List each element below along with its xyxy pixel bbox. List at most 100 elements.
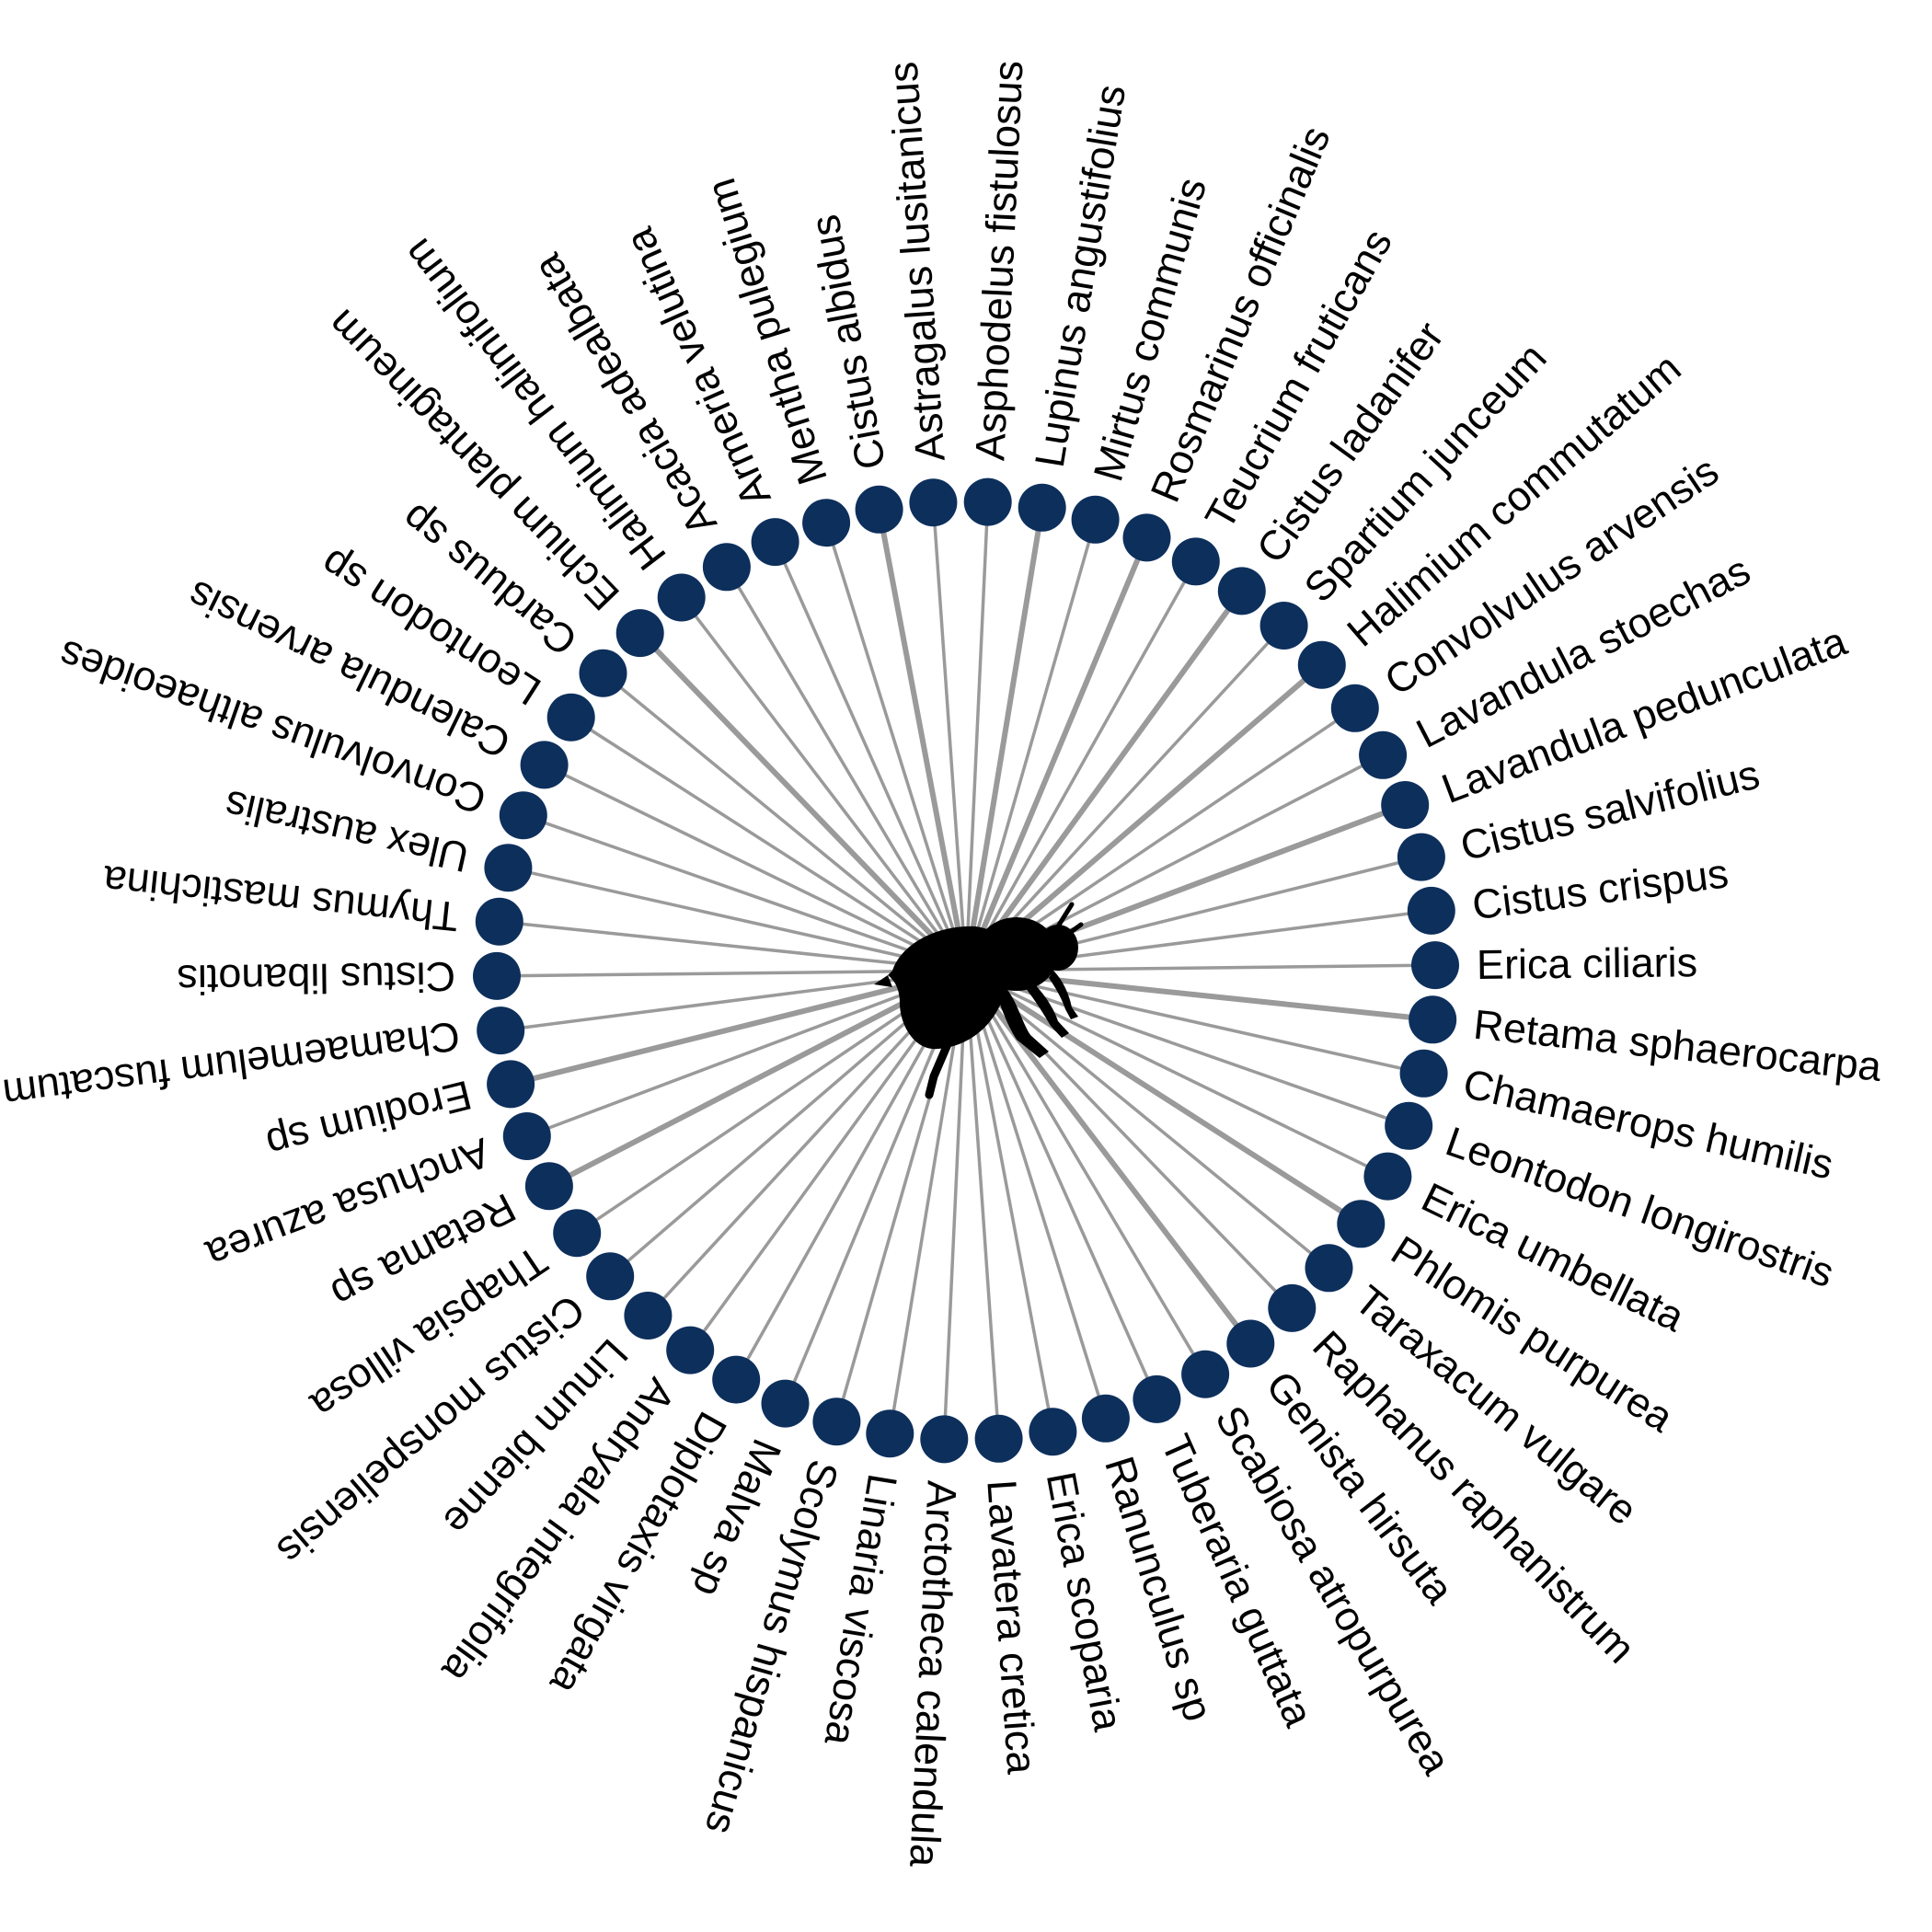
interaction-edge	[569, 715, 968, 972]
interaction-edge	[931, 500, 968, 972]
plant-node	[524, 1162, 573, 1211]
interaction-edge	[525, 969, 968, 1138]
plant-node	[712, 1355, 761, 1404]
interaction-edge	[964, 624, 1286, 972]
plant-node	[1305, 1244, 1353, 1293]
plant-node	[1133, 1374, 1181, 1423]
plant-node	[1217, 567, 1266, 615]
plant-node	[1226, 1319, 1275, 1368]
plant-node	[1399, 1049, 1448, 1098]
interaction-edge	[679, 595, 968, 972]
plant-node	[1337, 1200, 1386, 1248]
plant-node	[487, 1060, 535, 1109]
interaction-edge	[495, 969, 968, 978]
plant-node	[855, 485, 903, 534]
plant-node	[866, 1409, 914, 1458]
plant-node	[1081, 1394, 1130, 1443]
bee-silhouette-icon	[874, 902, 1084, 1099]
interaction-edge	[876, 506, 969, 973]
plant-node	[477, 1006, 525, 1055]
interaction-edge	[773, 540, 968, 972]
plant-node	[1071, 495, 1120, 544]
plant-label: Lavatera cretica	[978, 1478, 1045, 1777]
plant-node	[553, 1209, 602, 1258]
plant-node	[1297, 640, 1346, 689]
interaction-edge	[964, 969, 1426, 1075]
plant-nodes-layer	[473, 477, 1459, 1464]
interaction-edge	[964, 969, 1055, 1433]
interaction-edge	[963, 588, 1245, 973]
plant-node	[657, 573, 706, 622]
plant-node	[1171, 537, 1220, 586]
plant-node	[812, 1397, 861, 1446]
interaction-edge	[498, 919, 968, 972]
interaction-edge	[522, 813, 968, 972]
interaction-edge	[506, 866, 968, 972]
plant-node	[484, 844, 533, 892]
plant-node	[473, 951, 521, 1000]
plant-node	[702, 543, 751, 592]
interaction-edge	[964, 969, 1159, 1401]
plant-label: Erica ciliaris	[1477, 938, 1698, 988]
plant-node	[520, 741, 569, 789]
plant-label: Cistus crispus	[1469, 849, 1731, 928]
plant-label: Arctotheca calendula	[901, 1479, 966, 1869]
interaction-edge	[637, 630, 969, 973]
interaction-edge	[601, 671, 968, 972]
plant-node	[1259, 602, 1308, 650]
interaction-edge	[964, 969, 1390, 1179]
plant-label: Asphodelus fistulosus	[966, 60, 1031, 462]
interaction-edge	[963, 535, 1150, 973]
plant-node	[502, 1112, 551, 1160]
interaction-edge	[964, 559, 1198, 972]
interaction-edge	[725, 565, 968, 972]
interaction-edge	[542, 763, 968, 972]
plant-node	[1407, 886, 1455, 935]
plant-node	[615, 609, 664, 658]
plant-label: Cistus libanotis	[177, 953, 455, 1004]
interaction-edge	[964, 500, 990, 972]
plant-node	[974, 1414, 1023, 1463]
interaction-edge	[942, 969, 968, 1442]
plant-node	[1381, 781, 1430, 829]
plant-node	[666, 1326, 715, 1374]
plant-node	[624, 1292, 673, 1340]
plant-node	[1409, 995, 1457, 1044]
plant-node	[1363, 1152, 1412, 1201]
plant-node	[1268, 1283, 1317, 1332]
plant-node	[802, 499, 851, 547]
interaction-edge	[964, 969, 1001, 1441]
interaction-edge	[888, 969, 968, 1435]
interaction-edge	[964, 969, 1331, 1271]
plant-node	[909, 478, 958, 527]
plant-node	[920, 1415, 969, 1464]
plant-node	[475, 897, 523, 946]
plant-node	[1411, 941, 1459, 990]
interaction-edge	[824, 521, 968, 972]
plant-node	[761, 1379, 810, 1428]
interaction-edge	[963, 968, 1364, 1227]
plant-node	[1029, 1408, 1077, 1456]
plant-node	[1359, 730, 1408, 779]
plant-node	[1122, 513, 1171, 562]
plant-node	[499, 791, 547, 840]
plant-label: Astragalus lusitanicus	[880, 60, 954, 463]
plant-node	[1330, 684, 1379, 732]
plant-node	[963, 477, 1012, 526]
interaction-edge	[546, 968, 969, 1190]
plant-node	[586, 1252, 635, 1301]
plant-node	[1181, 1350, 1230, 1398]
interaction-edge	[964, 969, 1108, 1420]
interaction-edge	[964, 969, 1207, 1376]
plant-node	[1397, 833, 1445, 881]
plant-node	[1018, 483, 1066, 532]
plant-node	[751, 518, 799, 567]
interaction-edge	[964, 518, 1098, 972]
plant-node	[1385, 1101, 1433, 1150]
interaction-edge	[508, 968, 969, 1087]
interaction-edge	[963, 504, 1045, 973]
plant-node	[546, 693, 595, 742]
plant-node	[579, 649, 627, 697]
